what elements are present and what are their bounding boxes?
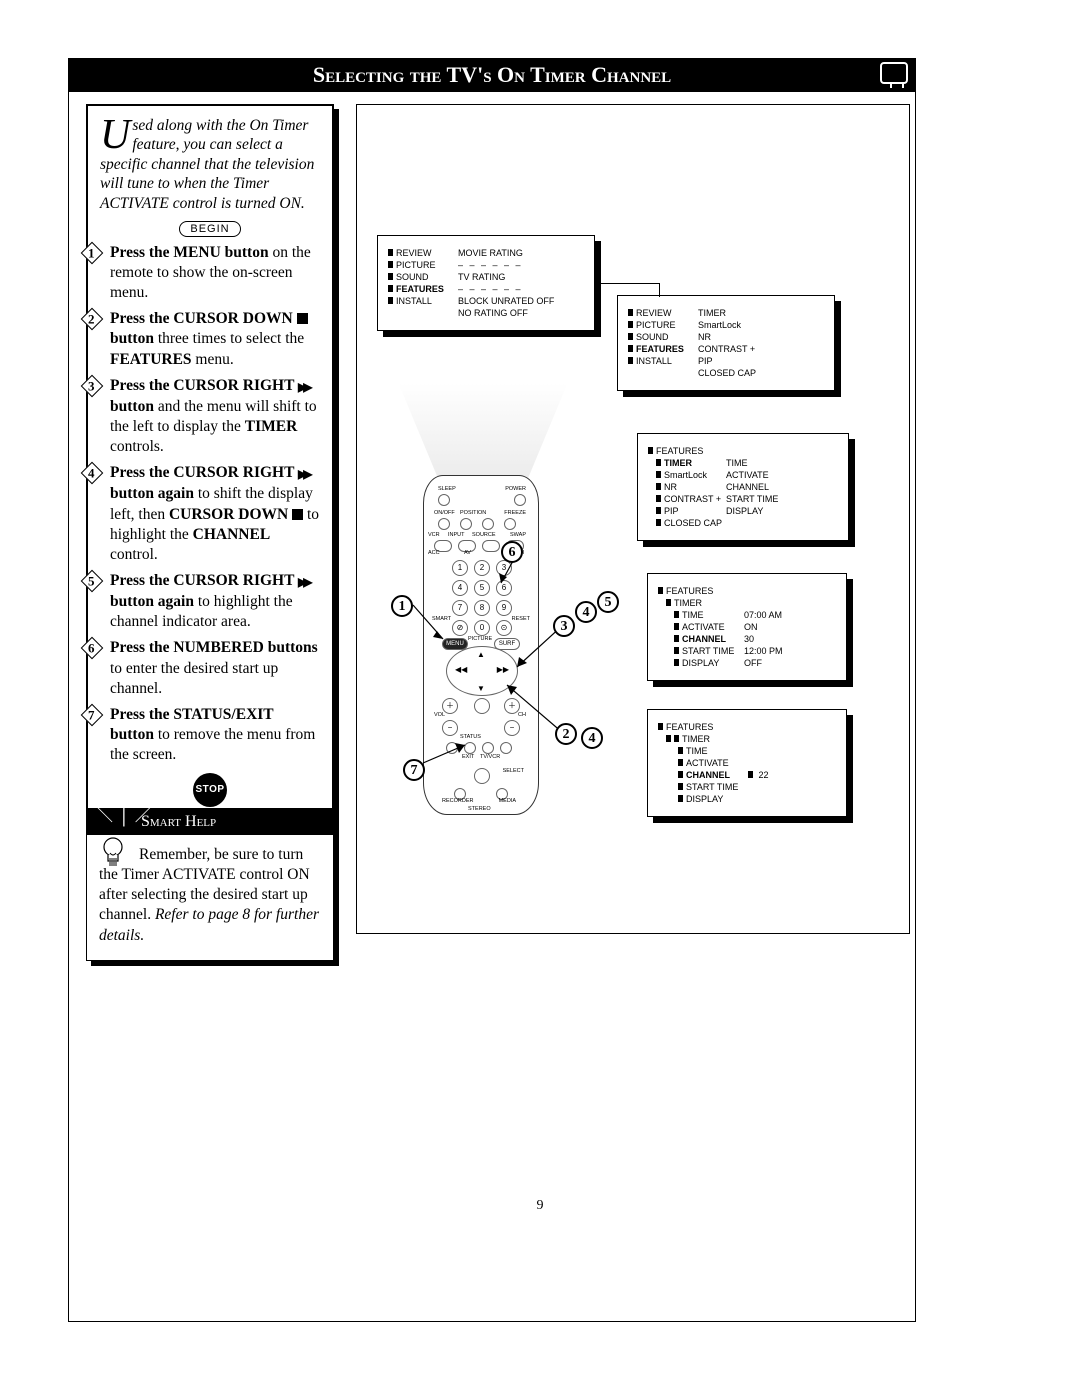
stop-badge: STOP xyxy=(193,773,227,807)
step-2: 2 Press the CURSOR DOWN button three tim… xyxy=(110,309,320,369)
lightbulb-icon xyxy=(101,837,125,869)
step-text: Press the CURSOR RIGHT button again to s… xyxy=(110,464,319,563)
callout-4b: 4 xyxy=(581,727,603,749)
intro-text: Used along with the On Timer feature, yo… xyxy=(100,116,320,213)
callout-4: 4 xyxy=(575,601,597,623)
step-6: 6 Press the NUMBERED buttons to enter th… xyxy=(110,638,320,698)
diagram-area: REVIEWMOVIE RATINGPICTURE– – – – – –SOUN… xyxy=(356,104,910,934)
step-7: 7 Press the STATUS/EXIT button to remove… xyxy=(110,705,320,765)
page-number: 9 xyxy=(0,1198,1080,1385)
step-4: 4 Press the CURSOR RIGHT button again to… xyxy=(110,463,320,565)
callout-7: 7 xyxy=(403,759,425,781)
begin-badge: BEGIN xyxy=(179,221,241,237)
step-text: Press the NUMBERED buttons to enter the … xyxy=(110,639,318,696)
step-text: Press the STATUS/EXIT button to remove t… xyxy=(110,706,315,763)
step-text: Press the MENU button on the remote to s… xyxy=(110,244,311,301)
step-1: 1 Press the MENU button on the remote to… xyxy=(110,243,320,303)
smart-help-header: ＼ │ ／ Smart Help xyxy=(87,809,333,835)
step-text: Press the CURSOR RIGHT button again to h… xyxy=(110,572,309,630)
callout-2: 2 xyxy=(555,723,577,745)
instructions-box: Used along with the On Timer feature, yo… xyxy=(86,104,334,821)
smart-help-box: ＼ │ ／ Smart Help Remember, be sure to tu… xyxy=(86,808,334,961)
callout-5: 5 xyxy=(597,591,619,613)
callout-6: 6 xyxy=(501,541,523,563)
step-3: 3 Press the CURSOR RIGHT button and the … xyxy=(110,376,320,458)
dropcap: U xyxy=(100,118,130,152)
pointer-lines xyxy=(357,105,909,933)
callout-1: 1 xyxy=(391,595,413,617)
callout-3: 3 xyxy=(553,615,575,637)
step-5: 5 Press the CURSOR RIGHT button again to… xyxy=(110,571,320,632)
step-text: Press the CURSOR DOWN button three times… xyxy=(110,310,308,367)
step-text: Press the CURSOR RIGHT button and the me… xyxy=(110,377,317,455)
